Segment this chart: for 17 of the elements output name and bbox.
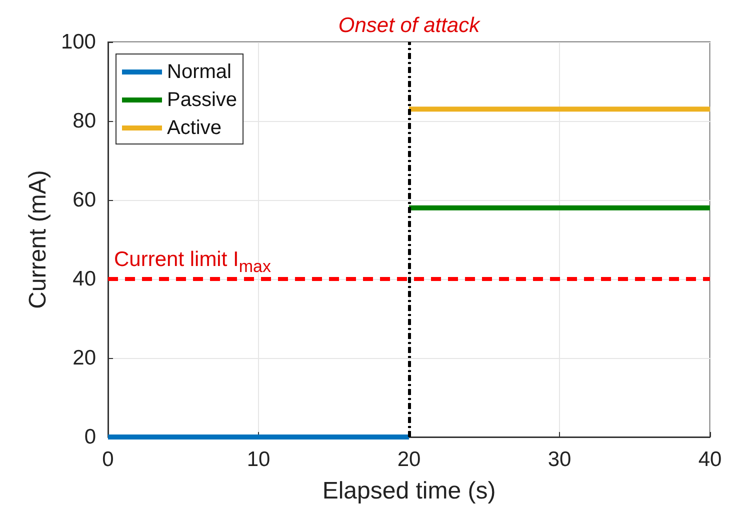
x-tick-label: 30 [548,448,572,471]
x-axis-title: Elapsed time (s) [322,478,496,504]
x-tick-label: 40 [698,448,722,471]
y-tick-label: 0 [84,426,96,448]
legend-label: Normal [167,61,232,83]
y-tick-label: 60 [72,188,96,212]
ref-line-label: Onset of attack [338,14,482,37]
y-tick-label: 40 [72,268,96,290]
x-tick-label: 20 [397,448,421,471]
legend-label: Passive [167,89,238,111]
y-tick-label: 20 [72,346,96,370]
x-tick-label: 0 [102,448,114,471]
legend-label: Active [167,117,222,139]
y-tick-label: 80 [72,110,96,132]
y-tick-label: 100 [60,30,96,54]
x-tick-label: 10 [246,448,270,471]
y-axis-title: Current (mA) [24,170,52,309]
